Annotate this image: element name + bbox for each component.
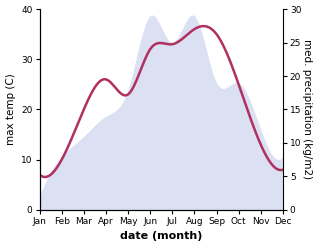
- X-axis label: date (month): date (month): [120, 231, 203, 242]
- Y-axis label: med. precipitation (kg/m2): med. precipitation (kg/m2): [302, 40, 313, 180]
- Y-axis label: max temp (C): max temp (C): [5, 74, 16, 145]
